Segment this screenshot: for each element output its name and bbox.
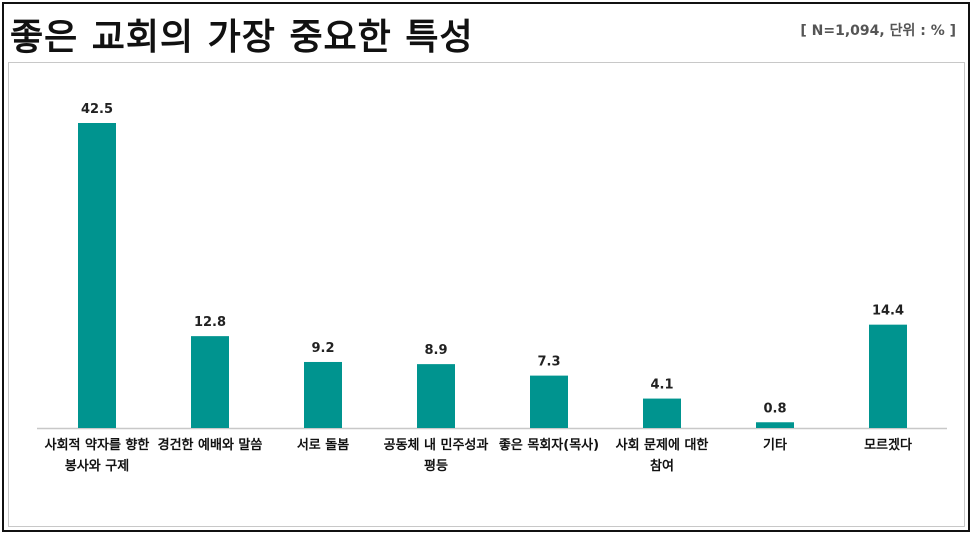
bar [530, 375, 568, 428]
bar [869, 324, 907, 428]
data-label: 4.1 [650, 378, 673, 393]
data-label: 7.3 [537, 355, 560, 370]
bar [78, 123, 116, 428]
bar [304, 361, 342, 428]
category-label: 기타 [763, 437, 787, 453]
category-label: 봉사와 구제 [65, 458, 129, 474]
data-label: 8.9 [424, 343, 447, 358]
bar [643, 398, 681, 428]
category-label: 모르겠다 [864, 437, 912, 453]
sample-info: [ N=1,094, 단위 : % ] [800, 23, 956, 39]
category-label: 평등 [424, 458, 448, 474]
data-label: 12.8 [194, 315, 226, 330]
bar [756, 422, 794, 428]
category-label: 경건한 예배와 말씀 [158, 437, 263, 453]
category-label: 서로 돌봄 [297, 438, 349, 453]
data-label: 0.8 [763, 401, 786, 416]
category-label: 참여 [650, 458, 674, 474]
bar [417, 364, 455, 428]
data-label: 14.4 [872, 304, 904, 319]
category-label: 사회 문제에 대한 [616, 437, 709, 453]
bar [191, 336, 229, 428]
data-label: 42.5 [81, 102, 113, 117]
page-title: 좋은 교회의 가장 중요한 특성 [10, 17, 474, 58]
category-label: 사회적 약자를 향한 [45, 437, 150, 453]
category-label: 좋은 목회자(목사) [499, 437, 599, 453]
data-label: 9.2 [311, 341, 334, 356]
category-label: 공동체 내 민주성과 [384, 437, 489, 453]
